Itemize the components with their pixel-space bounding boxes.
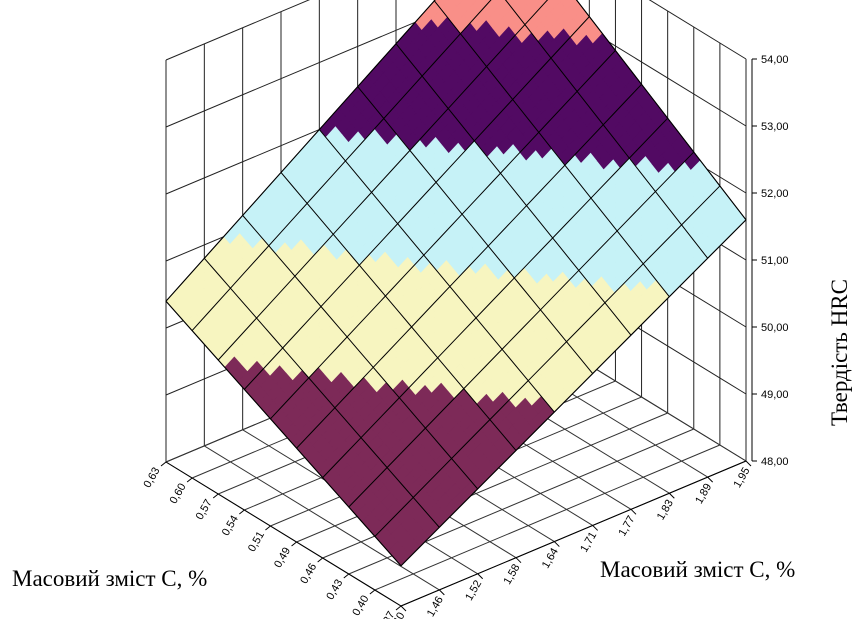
y-axis-title: Масовий зміст С, % [12, 566, 207, 591]
surface-mesh-line [296, 83, 642, 449]
x-tick-label: 1,71 [578, 530, 599, 555]
y-axis-tick [291, 541, 297, 547]
x-axis-tick [438, 589, 445, 596]
y-axis-tick [160, 461, 167, 467]
z-tick-label: 52,00 [761, 188, 789, 200]
surface-cell [469, 0, 478, 5]
surface-mesh-line [433, 0, 670, 297]
y-tick-label: 0,54 [220, 514, 241, 539]
surface-mesh-line [280, 172, 517, 451]
y-axis-tick [317, 557, 323, 563]
x-tick-label: 1,77 [616, 514, 637, 539]
y-tick-label: 0,57 [194, 498, 215, 523]
y-tick-label: 0,60 [168, 482, 189, 507]
surface-mesh-line [191, 0, 492, 331]
y-tick-label: 0,40 [350, 594, 371, 619]
y-axis-tick [239, 509, 245, 515]
x-tick-label: 1,40 [386, 611, 407, 619]
y-axis-line [165, 461, 402, 607]
floor-grid-line [374, 444, 721, 591]
surface-outline [165, 0, 747, 567]
z-tick-label: 50,00 [761, 322, 789, 334]
z-axis-title: Твердість HRC [827, 279, 852, 426]
z-tick-label: 48,00 [761, 456, 789, 468]
x-axis-tick [592, 525, 599, 531]
wall-grid-line [165, 0, 311, 61]
x-tick-label: 1,89 [693, 482, 714, 507]
y-axis-tick [395, 605, 402, 611]
y-tick-label: 0,49 [272, 546, 293, 571]
surface-mesh-line [243, 16, 590, 390]
x-axis-tick [400, 605, 407, 612]
surface-mesh-line [318, 129, 555, 413]
y-tick-label: 0,46 [298, 562, 319, 587]
surface-mesh-line [395, 43, 632, 336]
surface-mesh-line [357, 86, 594, 374]
x-tick-label: 1,46 [425, 594, 446, 619]
x-axis-line [400, 460, 747, 607]
y-tick-label: 0,37 [376, 610, 397, 619]
y-axis-tick [212, 493, 219, 499]
x-tick-label: 1,64 [540, 546, 561, 571]
chart-axes [160, 58, 757, 612]
x-tick-label: 1,83 [655, 498, 676, 523]
surface-mesh-line [217, 0, 549, 361]
x-axis-tick [477, 573, 484, 580]
x-tick-label: 1,58 [501, 562, 522, 587]
z-tick-label: 49,00 [761, 389, 789, 401]
y-tick-label: 0,51 [246, 530, 267, 555]
surface-cell [540, 0, 548, 5]
x-tick-label: 1,52 [463, 578, 484, 603]
y-axis-tick [186, 477, 193, 483]
y-tick-label: 0,43 [324, 578, 345, 603]
floor-grid-line [204, 445, 440, 591]
surface-mesh-line [374, 185, 721, 537]
x-axis-tick [668, 492, 675, 499]
x-axis-tick [630, 508, 637, 515]
x-axis-tick [745, 460, 752, 467]
z-tick-label: 54,00 [761, 54, 789, 66]
y-tick-label: 0,63 [141, 466, 162, 491]
surface-mesh-line [203, 257, 440, 528]
surface-mesh-line [348, 151, 695, 508]
z-tick-label: 51,00 [761, 255, 789, 267]
surface-mesh-line [322, 117, 669, 478]
x-tick-label: 1,95 [731, 466, 752, 491]
y-axis-tick [265, 525, 271, 531]
surface-mesh-line [270, 50, 616, 420]
y-axis-tick [343, 573, 350, 579]
z-tick-label: 53,00 [761, 121, 789, 133]
surface-plot [165, 0, 747, 567]
surface-mesh-line [504, 0, 709, 259]
surface-mesh-line [242, 215, 479, 490]
x-axis-tick [553, 541, 560, 547]
x-axis-tick [515, 557, 522, 564]
y-axis-tick [369, 589, 376, 595]
x-axis-tick [707, 476, 714, 483]
wall-grid-line [648, 0, 747, 60]
x-axis-title: Масовий зміст С, % [600, 557, 795, 582]
